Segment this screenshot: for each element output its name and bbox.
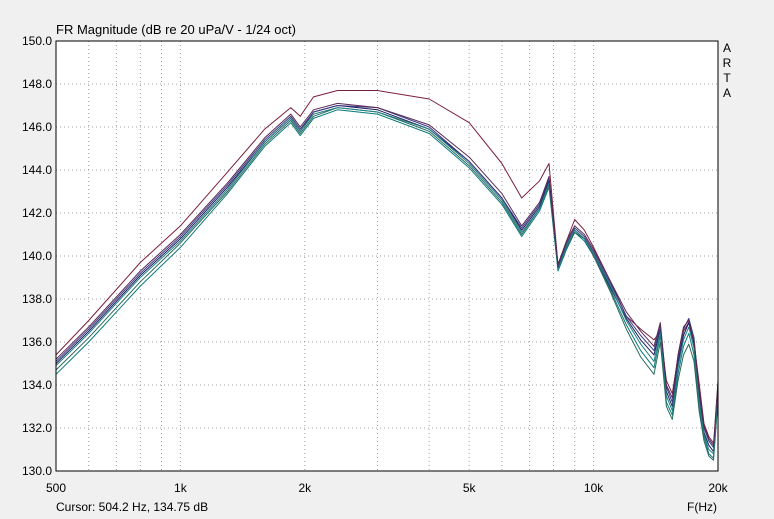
cursor-readout: Cursor: 504.2 Hz, 134.75 dB	[56, 500, 208, 514]
y-tick-label: 130.0	[22, 464, 52, 478]
y-tick-label: 148.0	[22, 77, 52, 91]
x-tick-label: 500	[46, 481, 66, 495]
y-tick-label: 132.0	[22, 421, 52, 435]
y-tick-label: 150.0	[22, 34, 52, 48]
x-tick-label: 1k	[174, 481, 188, 495]
series-line-6	[55, 105, 719, 448]
y-tick-labels: 130.0 132.0 134.0 136.0 138.0 140.0 142.0 144.0…	[22, 34, 52, 478]
y-tick-label: 142.0	[22, 206, 52, 220]
x-tick-label: 5k	[463, 481, 477, 495]
x-tick-label: 2k	[298, 481, 312, 495]
y-tick-label: 144.0	[22, 163, 52, 177]
series-line-4	[55, 107, 719, 461]
x-axis-label: F(Hz)	[687, 500, 717, 514]
series-line-7	[55, 102, 719, 446]
x-tick-label: 20k	[708, 481, 728, 495]
y-tick-label: 146.0	[22, 120, 52, 134]
y-tick-label: 140.0	[22, 249, 52, 263]
series-lines	[55, 90, 719, 461]
series-line-5	[55, 107, 719, 455]
x-tick-labels: 500 1k 2k 5k 10k 20k	[46, 481, 729, 495]
plot-border	[55, 40, 719, 472]
series-line-3	[55, 109, 719, 459]
y-tick-label: 136.0	[22, 335, 52, 349]
plot-area	[56, 41, 718, 471]
y-tick-label: 134.0	[22, 378, 52, 392]
x-tick-label: 10k	[584, 481, 604, 495]
y-tick-label: 138.0	[22, 292, 52, 306]
chart-title: FR Magnitude (dB re 20 uPa/V - 1/24 oct)	[56, 22, 296, 37]
